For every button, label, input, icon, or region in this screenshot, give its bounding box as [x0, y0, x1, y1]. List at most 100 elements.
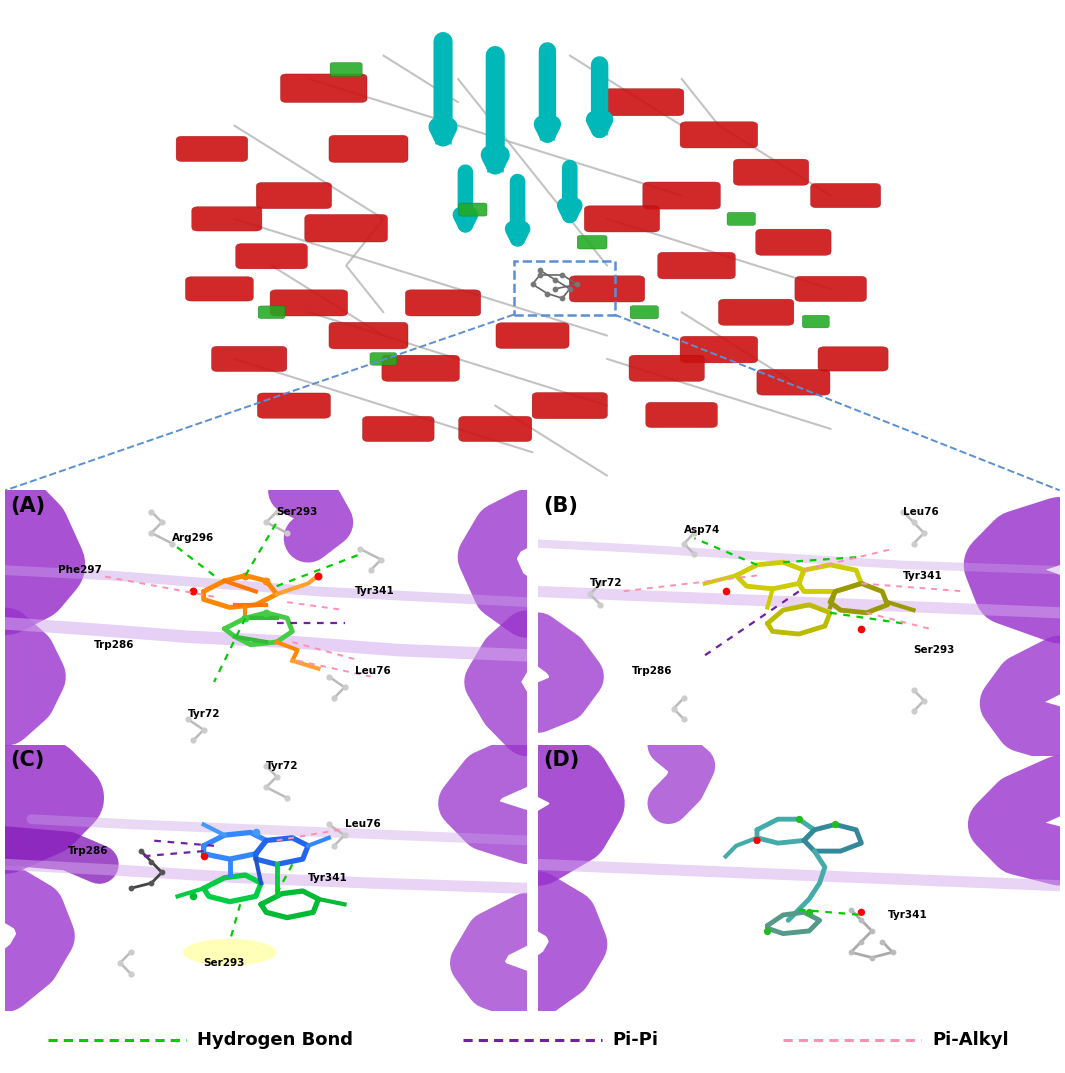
Text: Phe297: Phe297: [58, 565, 101, 575]
Point: [546, 271, 563, 289]
FancyBboxPatch shape: [496, 323, 569, 349]
FancyBboxPatch shape: [532, 393, 607, 418]
Point: [686, 546, 703, 563]
Point: [853, 620, 870, 637]
Point: [864, 949, 881, 966]
Text: (A): (A): [11, 496, 46, 516]
Point: [153, 514, 170, 531]
Text: Trp286: Trp286: [68, 847, 109, 856]
Point: [143, 874, 160, 892]
Point: [539, 285, 556, 303]
FancyBboxPatch shape: [802, 315, 830, 328]
Point: [326, 689, 343, 706]
FancyBboxPatch shape: [258, 306, 285, 319]
FancyBboxPatch shape: [605, 89, 684, 116]
Point: [258, 758, 275, 775]
Point: [561, 280, 578, 297]
Point: [905, 514, 922, 531]
Text: Tyr72: Tyr72: [187, 709, 220, 719]
FancyBboxPatch shape: [630, 306, 658, 319]
Text: (B): (B): [543, 496, 578, 516]
FancyBboxPatch shape: [719, 299, 793, 325]
Ellipse shape: [183, 939, 277, 966]
Point: [236, 609, 253, 627]
Point: [268, 503, 285, 520]
Text: Trp286: Trp286: [94, 640, 134, 649]
Text: Ser293: Ser293: [914, 645, 955, 655]
FancyBboxPatch shape: [794, 277, 867, 302]
FancyBboxPatch shape: [810, 183, 881, 208]
Point: [895, 503, 912, 520]
Point: [258, 779, 275, 796]
Point: [258, 572, 275, 589]
FancyBboxPatch shape: [192, 207, 262, 231]
Text: Hydrogen Bond: Hydrogen Bond: [197, 1031, 353, 1049]
FancyBboxPatch shape: [176, 136, 248, 161]
Point: [905, 703, 922, 720]
FancyBboxPatch shape: [185, 277, 253, 302]
FancyBboxPatch shape: [570, 276, 644, 302]
FancyBboxPatch shape: [459, 416, 531, 441]
Point: [554, 266, 571, 283]
Point: [184, 887, 201, 905]
Text: Leu76: Leu76: [355, 666, 391, 676]
Point: [236, 567, 253, 584]
FancyBboxPatch shape: [212, 347, 286, 371]
Point: [592, 597, 609, 614]
Point: [842, 901, 859, 918]
FancyBboxPatch shape: [577, 235, 607, 249]
FancyBboxPatch shape: [258, 393, 330, 418]
FancyBboxPatch shape: [585, 206, 659, 232]
Point: [790, 810, 807, 827]
Point: [132, 842, 149, 859]
Point: [153, 864, 170, 881]
Point: [675, 535, 692, 553]
Text: Trp286: Trp286: [632, 666, 672, 676]
Point: [916, 525, 933, 542]
Point: [905, 535, 922, 553]
Point: [279, 790, 296, 807]
Point: [179, 710, 196, 727]
Point: [916, 692, 933, 709]
Point: [321, 668, 338, 686]
FancyBboxPatch shape: [406, 290, 480, 315]
Point: [592, 575, 609, 592]
FancyBboxPatch shape: [818, 347, 888, 371]
Point: [884, 943, 901, 960]
Point: [873, 934, 890, 951]
Point: [195, 721, 212, 738]
FancyBboxPatch shape: [305, 215, 388, 242]
Point: [164, 535, 181, 553]
FancyBboxPatch shape: [271, 290, 347, 315]
FancyBboxPatch shape: [257, 182, 331, 208]
Point: [268, 768, 285, 785]
FancyBboxPatch shape: [362, 416, 435, 441]
FancyBboxPatch shape: [643, 182, 720, 209]
Point: [749, 832, 766, 849]
Point: [258, 604, 275, 621]
Point: [335, 826, 353, 843]
FancyBboxPatch shape: [756, 230, 831, 255]
Point: [524, 276, 541, 293]
FancyBboxPatch shape: [280, 74, 367, 102]
Point: [335, 679, 353, 696]
Point: [143, 525, 160, 542]
Point: [546, 280, 563, 297]
Point: [362, 561, 379, 578]
Text: Tyr341: Tyr341: [308, 872, 348, 883]
FancyBboxPatch shape: [370, 353, 397, 365]
Text: Tyr72: Tyr72: [266, 761, 299, 770]
FancyBboxPatch shape: [459, 203, 487, 216]
Text: Leu76: Leu76: [344, 820, 380, 829]
Point: [853, 934, 870, 951]
Point: [184, 583, 201, 600]
FancyBboxPatch shape: [734, 159, 808, 186]
Point: [581, 586, 599, 603]
Text: Pi-Alkyl: Pi-Alkyl: [932, 1031, 1009, 1049]
Text: Ser293: Ser293: [277, 506, 318, 516]
Point: [321, 815, 338, 833]
Text: Ser293: Ser293: [203, 958, 245, 968]
Point: [905, 681, 922, 699]
Point: [531, 262, 548, 279]
Point: [184, 732, 201, 749]
